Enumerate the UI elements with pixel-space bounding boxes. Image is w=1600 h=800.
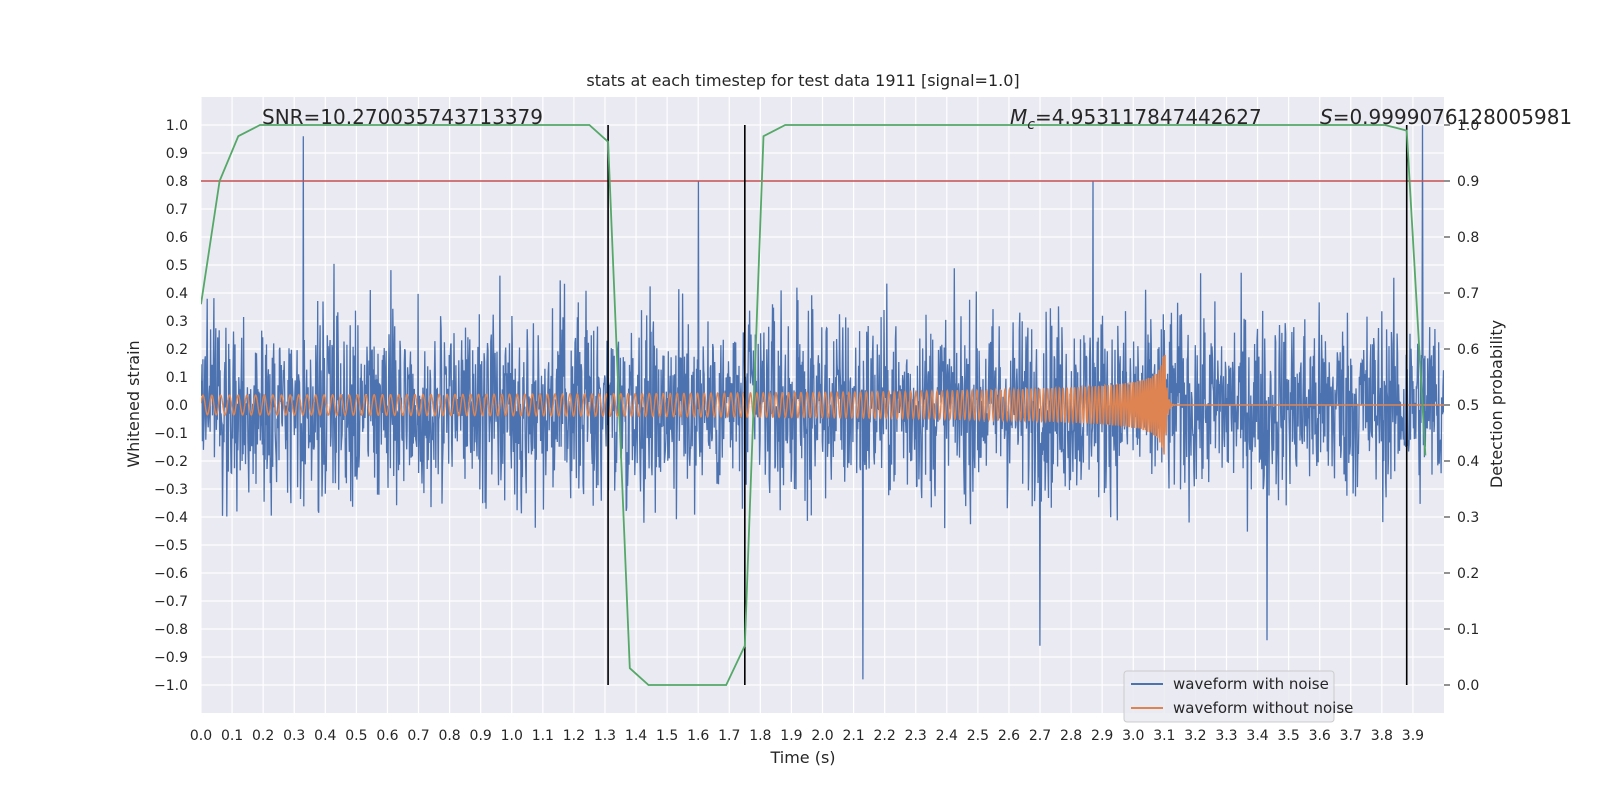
y2-tick-label: 1.0 xyxy=(1457,118,1479,134)
x-tick-label: 2.6 xyxy=(998,728,1020,744)
x-tick-label: 2.4 xyxy=(936,728,958,744)
x-tick-label: 0.1 xyxy=(221,728,243,744)
x-tick-label: 0.5 xyxy=(345,728,367,744)
y2-tick-label: 0.6 xyxy=(1457,342,1479,358)
x-tick-label: 3.3 xyxy=(1215,728,1237,744)
x-tick-label: 1.7 xyxy=(718,728,740,744)
s-symbol: S xyxy=(1320,105,1333,129)
x-tick-label: 3.1 xyxy=(1153,728,1175,744)
y-tick-label: −0.2 xyxy=(154,454,188,470)
legend-label-noise: waveform with noise xyxy=(1173,675,1329,693)
y-tick-label: 0.7 xyxy=(166,202,188,218)
chart-title: stats at each timestep for test data 191… xyxy=(586,71,1019,90)
legend-label-clean: waveform without noise xyxy=(1173,699,1353,717)
y-axis-ticks: 1.0 0.9 0.8 0.7 0.6 0.5 0.4 0.3 0.2 0.1 0.0 −0.1 −0.… xyxy=(154,118,188,694)
waveform-with-noise-line xyxy=(201,124,1444,680)
x-axis-ticks: 0.0 0.1 0.2 0.3 0.4 0.5 0.6 0.7 0.8 0.9 1.0 1.1 1.2 1… xyxy=(190,728,1424,744)
y-tick-label: 0.2 xyxy=(166,342,188,358)
x-tick-label: 2.0 xyxy=(811,728,833,744)
x-tick-label: 2.8 xyxy=(1060,728,1082,744)
x-tick-label: 3.7 xyxy=(1340,728,1362,744)
y2-tick-label: 0.8 xyxy=(1457,230,1479,246)
y-tick-label: −0.6 xyxy=(154,566,188,582)
y2-tick-label: 0.0 xyxy=(1457,678,1479,694)
y2-tick-label: 0.4 xyxy=(1457,454,1479,470)
s-annotation: S=0.9999076128005981 xyxy=(1320,105,1572,129)
y2-tick-label: 0.1 xyxy=(1457,622,1479,638)
y2-axis-ticks: 1.0 0.9 0.8 0.7 0.6 0.5 0.4 0.3 0.2 0.1 0.0 xyxy=(1444,118,1479,694)
mc-value: =4.953117847442627 xyxy=(1035,105,1262,129)
mc-symbol: M xyxy=(1010,105,1027,129)
y-tick-label: −0.5 xyxy=(154,538,188,554)
x-tick-label: 1.5 xyxy=(656,728,678,744)
mc-subscript: c xyxy=(1027,117,1035,133)
y2-tick-label: 0.2 xyxy=(1457,566,1479,582)
x-tick-label: 0.7 xyxy=(407,728,429,744)
y-tick-label: −0.4 xyxy=(154,510,188,526)
x-tick-label: 2.3 xyxy=(905,728,927,744)
x-tick-label: 0.4 xyxy=(314,728,336,744)
y-tick-label: 0.3 xyxy=(166,314,188,330)
y-tick-label: 1.0 xyxy=(166,118,188,134)
y-axis-label: Whitened strain xyxy=(124,340,143,467)
y-tick-label: −0.9 xyxy=(154,650,188,666)
y-tick-label: −0.8 xyxy=(154,622,188,638)
y-tick-label: −0.1 xyxy=(154,426,188,442)
x-tick-label: 2.9 xyxy=(1091,728,1113,744)
x-tick-label: 2.1 xyxy=(842,728,864,744)
x-tick-label: 0.6 xyxy=(376,728,398,744)
y-tick-label: 0.4 xyxy=(166,286,188,302)
y-tick-label: 0.0 xyxy=(166,398,188,414)
x-tick-label: 0.2 xyxy=(252,728,274,744)
legend: waveform with noise waveform without noi… xyxy=(1123,670,1353,723)
x-tick-label: 2.2 xyxy=(874,728,896,744)
x-tick-label: 0.0 xyxy=(190,728,212,744)
x-tick-label: 3.9 xyxy=(1402,728,1424,744)
x-tick-label: 1.0 xyxy=(501,728,523,744)
y-tick-label: 0.8 xyxy=(166,174,188,190)
y-tick-label: 0.5 xyxy=(166,258,188,274)
series-layer xyxy=(201,124,1444,686)
x-tick-label: 1.1 xyxy=(532,728,554,744)
x-tick-label: 3.8 xyxy=(1371,728,1393,744)
x-tick-label: 3.0 xyxy=(1122,728,1144,744)
y2-tick-label: 0.9 xyxy=(1457,174,1479,190)
y-tick-label: 0.6 xyxy=(166,230,188,246)
y-tick-label: −1.0 xyxy=(154,678,188,694)
mc-annotation: Mc=4.953117847442627 xyxy=(1010,105,1262,133)
x-tick-label: 3.4 xyxy=(1246,728,1268,744)
x-tick-label: 1.3 xyxy=(594,728,616,744)
x-tick-label: 1.6 xyxy=(687,728,709,744)
x-tick-label: 3.6 xyxy=(1309,728,1331,744)
x-tick-label: 0.9 xyxy=(470,728,492,744)
snr-annotation: SNR=10.270035743713379 xyxy=(262,105,543,129)
x-tick-label: 1.8 xyxy=(749,728,771,744)
y2-tick-label: 0.3 xyxy=(1457,510,1479,526)
waveform-without-noise-line xyxy=(201,354,1444,455)
legend-box xyxy=(1123,670,1335,723)
x-tick-label: 3.5 xyxy=(1277,728,1299,744)
y2-tick-label: 0.7 xyxy=(1457,286,1479,302)
x-tick-label: 1.9 xyxy=(780,728,802,744)
y2-axis-label: Detection probability xyxy=(1487,320,1506,488)
x-tick-label: 1.2 xyxy=(563,728,585,744)
x-axis-label: Time (s) xyxy=(769,748,835,767)
y2-tick-label: 0.5 xyxy=(1457,398,1479,414)
y-tick-label: 0.1 xyxy=(166,370,188,386)
y-tick-label: −0.7 xyxy=(154,594,188,610)
x-tick-label: 2.7 xyxy=(1029,728,1051,744)
s-value: =0.9999076128005981 xyxy=(1333,105,1572,129)
x-tick-label: 0.8 xyxy=(438,728,460,744)
y-tick-label: 0.9 xyxy=(166,146,188,162)
y-tick-label: −0.3 xyxy=(154,482,188,498)
x-tick-label: 0.3 xyxy=(283,728,305,744)
x-tick-label: 2.5 xyxy=(967,728,989,744)
x-tick-label: 3.2 xyxy=(1184,728,1206,744)
x-tick-label: 1.4 xyxy=(625,728,647,744)
